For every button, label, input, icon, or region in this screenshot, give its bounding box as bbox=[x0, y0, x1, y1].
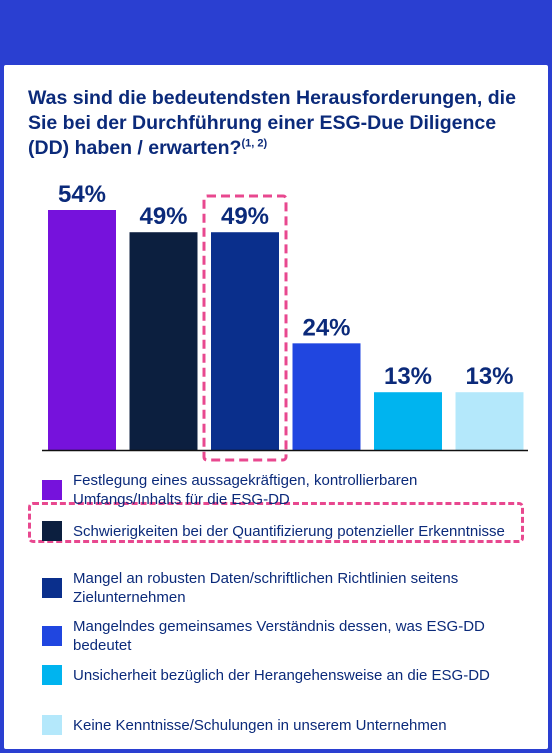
title-text: Was sind die bedeutendsten Herausforderu… bbox=[28, 87, 516, 159]
bar-6 bbox=[455, 392, 524, 450]
chart-title: Was sind die bedeutendsten Herausforderu… bbox=[28, 86, 528, 161]
legend-swatch-1 bbox=[42, 480, 62, 500]
bar-value-label-5: 13% bbox=[384, 363, 432, 390]
legend-label-1: Festlegung eines aussagekräftigen, kontr… bbox=[73, 472, 418, 508]
legend-swatch-3 bbox=[42, 578, 62, 598]
legend-swatch-4 bbox=[42, 626, 62, 646]
legend-label-6: Keine Kenntnisse/Schulungen in unserem U… bbox=[73, 716, 447, 734]
bar-3 bbox=[211, 232, 279, 450]
legend-swatch-6 bbox=[42, 715, 62, 735]
bar-4 bbox=[292, 343, 361, 450]
legend-item-5: Unsicherheit bezüglich der Herangehenswe… bbox=[42, 665, 512, 685]
bar-chart: 54% 49% 49% 24% 13% 13% bbox=[42, 181, 528, 462]
legend-label-4: Mangelndes gemeinsames Verständnis desse… bbox=[73, 618, 485, 654]
bar-value-label-4: 24% bbox=[302, 314, 350, 341]
legend-item-2: Schwierigkeiten bei der Quantifizierung … bbox=[42, 521, 512, 541]
bar-1 bbox=[48, 210, 116, 450]
title-footnote: (1, 2) bbox=[241, 137, 268, 150]
legend-item-1: Festlegung eines aussagekräftigen, kontr… bbox=[42, 471, 512, 509]
bar-highlight-box bbox=[202, 194, 288, 462]
legend-swatch-5 bbox=[42, 665, 62, 685]
bar-value-label-3: 49% bbox=[221, 203, 269, 230]
legend-item-4: Mangelndes gemeinsames Verständnis desse… bbox=[42, 617, 512, 655]
legend-label-3: Mangel an robusten Daten/schriftlichen R… bbox=[73, 570, 459, 606]
bar-value-label-6: 13% bbox=[465, 363, 513, 390]
legend-label-5: Unsicherheit bezüglich der Herangehenswe… bbox=[73, 666, 490, 684]
legend-highlight-box bbox=[28, 502, 524, 543]
legend-item-3: Mangel an robusten Daten/schriftlichen R… bbox=[42, 569, 512, 607]
bar-2 bbox=[129, 232, 198, 450]
bar-value-label-1: 54% bbox=[58, 181, 106, 208]
bar-value-label-2: 49% bbox=[139, 203, 187, 230]
legend-item-6: Keine Kenntnisse/Schulungen in unserem U… bbox=[42, 715, 512, 735]
legend-swatch-2 bbox=[42, 521, 62, 541]
legend-label-2: Schwierigkeiten bei der Quantifizierung … bbox=[73, 522, 505, 540]
bar-5 bbox=[374, 392, 442, 450]
